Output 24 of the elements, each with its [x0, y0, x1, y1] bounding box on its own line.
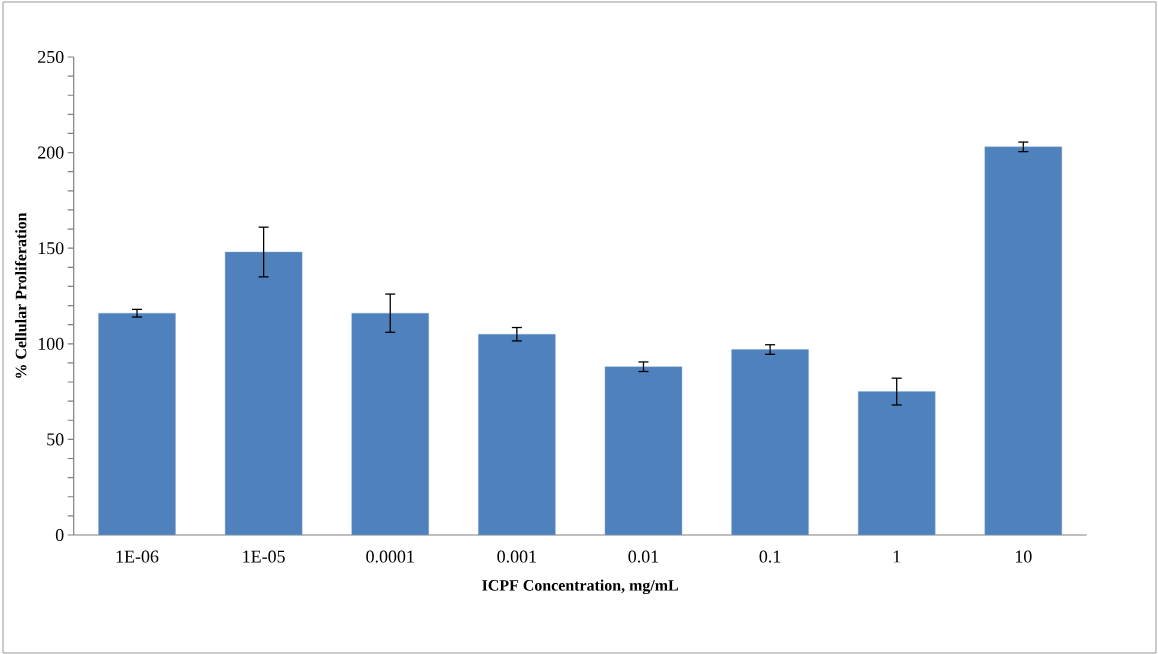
y-tick-label: 100: [38, 337, 64, 350]
bar: [224, 251, 303, 535]
bar: [858, 391, 936, 535]
y-tick-label: 0: [55, 528, 64, 542]
x-tick-label: 0.0001: [366, 550, 414, 563]
bar: [478, 334, 556, 535]
y-tick-label: 250: [38, 50, 64, 64]
y-tick-label: 200: [38, 146, 64, 159]
bar: [98, 312, 176, 535]
x-tick-label: 1E-05: [243, 550, 285, 563]
y-tick-label: 150: [38, 242, 64, 255]
y-axis-title: % Cellular Proliferation: [15, 212, 27, 378]
bar: [984, 146, 1063, 535]
bar: [351, 312, 429, 535]
x-axis-title: ICPF Concentration, mg/mL: [482, 579, 679, 595]
bar: [731, 349, 809, 535]
x-tick-label: 1E-06: [116, 550, 159, 563]
bar: [604, 366, 683, 535]
x-tick-label: 0.01: [628, 550, 659, 563]
x-tick-label: 0.001: [497, 550, 536, 563]
x-tick-label: 10: [1015, 550, 1032, 563]
x-tick-label: 0.1: [759, 550, 781, 563]
x-tick-label: 1: [893, 550, 901, 563]
y-tick-label: 50: [47, 433, 64, 446]
